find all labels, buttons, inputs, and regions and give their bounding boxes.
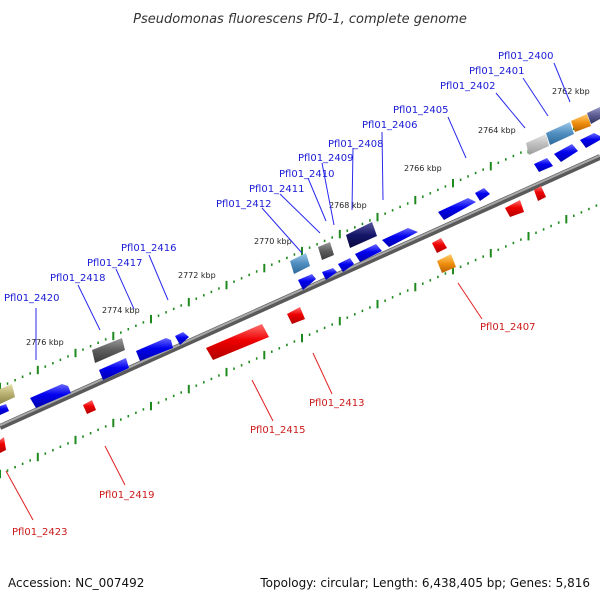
gene-feature-forward[interactable] (382, 228, 418, 247)
gene-label[interactable]: Pfl01_2402 (440, 81, 496, 92)
gene-label[interactable]: Pfl01_2401 (469, 66, 525, 77)
gene-feature-reverse[interactable] (0, 437, 6, 453)
kbp-scale-labels: 2762 kbp 2764 kbp 2766 kbp 2768 kbp 2770… (26, 87, 590, 347)
gene-feature-forward[interactable] (475, 188, 490, 201)
gene-feature-olive[interactable] (0, 384, 15, 404)
gene-feature-steel[interactable] (290, 253, 310, 274)
reverse-gene-labels: Pfl01_2407 Pfl01_2413 Pfl01_2415 Pfl01_2… (5, 282, 536, 538)
gene-feature-reverse[interactable] (287, 307, 305, 324)
gene-label[interactable]: Pfl01_2407 (480, 322, 536, 333)
gene-feature-light[interactable] (526, 134, 549, 155)
kbp-label: 2766 kbp (404, 164, 442, 173)
gene-label[interactable]: Pfl01_2417 (87, 258, 143, 269)
gene-feature-reverse[interactable] (83, 400, 96, 414)
gene-label[interactable]: Pfl01_2423 (12, 527, 68, 538)
gene-label[interactable]: Pfl01_2411 (249, 184, 305, 195)
gene-feature-navy[interactable] (346, 222, 377, 248)
gene-feature-forward[interactable] (298, 274, 316, 290)
kbp-label: 2768 kbp (329, 201, 367, 210)
gene-feature-forward[interactable] (30, 384, 71, 408)
topology-text: Topology: circular; Length: 6,438,405 bp… (260, 576, 590, 590)
gene-feature-reverse[interactable] (534, 186, 546, 201)
gene-feature-gray[interactable] (92, 338, 125, 363)
gene-feature-forward[interactable] (338, 258, 354, 272)
gene-feature-forward[interactable] (534, 158, 553, 172)
accession-text: Accession: NC_007492 (8, 576, 145, 590)
other-features-upper (0, 107, 600, 404)
gene-label[interactable]: Pfl01_2418 (50, 273, 106, 284)
kbp-label: 2770 kbp (254, 237, 292, 246)
kbp-label: 2774 kbp (102, 306, 140, 315)
gene-feature-forward[interactable] (0, 404, 9, 415)
gene-feature-reverse[interactable] (432, 238, 447, 253)
reverse-strand-features (0, 186, 546, 453)
gene-feature-forward[interactable] (175, 332, 189, 345)
gene-label[interactable]: Pfl01_2420 (4, 293, 60, 304)
kbp-label: 2776 kbp (26, 338, 64, 347)
kbp-label: 2772 kbp (178, 271, 216, 280)
forward-gene-labels: Pfl01_2400 Pfl01_2401 Pfl01_2402 Pfl01_2… (4, 51, 571, 360)
gene-label[interactable]: Pfl01_2419 (99, 490, 155, 501)
gene-feature-steel[interactable] (546, 122, 574, 145)
genome-backbone (0, 154, 600, 430)
gene-label[interactable]: Pfl01_2400 (498, 51, 554, 62)
gene-feature-forward[interactable] (99, 358, 129, 380)
gene-feature-forward[interactable] (322, 268, 337, 280)
gene-feature-orange[interactable] (437, 254, 456, 273)
gene-feature-slate[interactable] (587, 107, 600, 124)
gene-feature-forward[interactable] (136, 338, 173, 361)
gene-label[interactable]: Pfl01_2410 (279, 169, 335, 180)
gene-label[interactable]: Pfl01_2415 (250, 425, 306, 436)
gene-feature-orange[interactable] (571, 114, 591, 132)
kbp-label: 2764 kbp (478, 126, 516, 135)
gene-feature-reverse[interactable] (206, 324, 269, 360)
gene-label[interactable]: Pfl01_2416 (121, 243, 177, 254)
gene-label[interactable]: Pfl01_2405 (393, 105, 449, 116)
map-title: Pseudomonas fluorescens Pf0-1, complete … (133, 12, 467, 27)
gene-feature-gray[interactable] (318, 242, 334, 260)
gene-feature-reverse[interactable] (505, 200, 524, 217)
gene-feature-forward[interactable] (438, 198, 476, 220)
gene-label[interactable]: Pfl01_2406 (362, 120, 418, 131)
gene-label[interactable]: Pfl01_2413 (309, 398, 365, 409)
forward-strand-features (0, 133, 600, 415)
gene-label[interactable]: Pfl01_2412 (216, 199, 272, 210)
gene-feature-forward[interactable] (580, 133, 600, 148)
kbp-label: 2762 kbp (552, 87, 590, 96)
gene-label[interactable]: Pfl01_2408 (328, 139, 384, 150)
ruler-ticks-lower (0, 204, 598, 479)
gene-feature-forward[interactable] (355, 244, 382, 262)
gene-label[interactable]: Pfl01_2409 (298, 153, 354, 164)
gene-feature-forward[interactable] (554, 144, 578, 162)
